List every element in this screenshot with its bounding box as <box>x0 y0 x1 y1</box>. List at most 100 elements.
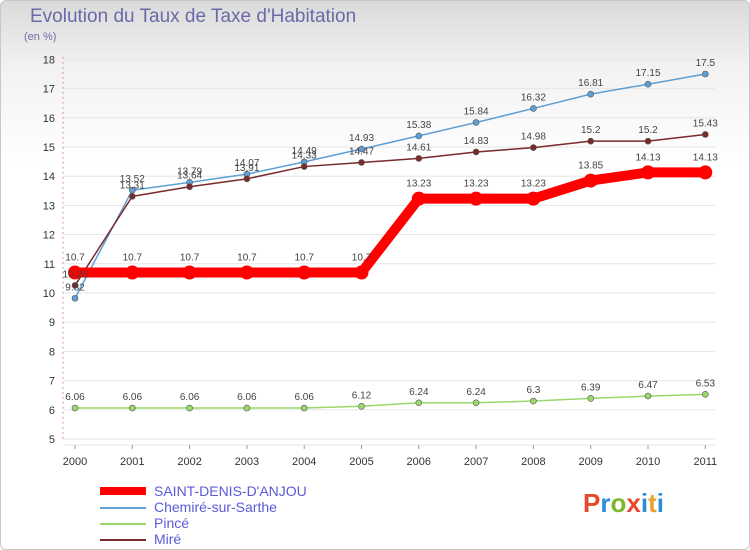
data-point <box>644 137 652 145</box>
data-point <box>472 399 480 407</box>
data-label: 6.06 <box>294 392 314 403</box>
data-label: 13.85 <box>578 161 603 172</box>
data-label: 10.26 <box>62 269 87 280</box>
data-point <box>186 183 193 191</box>
data-label: 17.15 <box>635 68 660 79</box>
data-label: 15.84 <box>464 106 489 117</box>
data-point <box>415 132 423 140</box>
data-label: 6.24 <box>466 387 486 398</box>
data-label: 10.7 <box>123 253 143 264</box>
data-point <box>125 265 140 280</box>
data-label: 16.81 <box>578 78 603 89</box>
data-point <box>587 137 595 145</box>
x-tick-label: 2011 <box>693 456 717 468</box>
data-point <box>243 404 251 412</box>
data-label: 13.91 <box>234 163 259 174</box>
data-label: 15.2 <box>638 125 658 136</box>
y-tick-label: 12 <box>43 230 55 242</box>
legend-swatch-chemire <box>100 507 146 509</box>
data-label: 16.32 <box>521 92 546 103</box>
proxiti-logo: Proxiti <box>583 488 664 518</box>
data-label: 6.12 <box>352 390 372 401</box>
data-label: 6.3 <box>526 385 540 396</box>
data-point <box>698 165 713 180</box>
data-point <box>71 282 79 289</box>
data-point <box>182 265 197 280</box>
y-tick-label: 8 <box>49 346 55 358</box>
legend-swatch-pince <box>100 523 146 525</box>
y-tick-label: 11 <box>44 259 55 271</box>
data-label: 14.07 <box>234 158 259 169</box>
data-point <box>526 191 541 206</box>
data-label: 14.13 <box>693 152 718 163</box>
data-label: 9.82 <box>65 282 85 293</box>
data-point <box>701 391 709 398</box>
x-tick-label: 2005 <box>349 456 373 468</box>
data-point <box>587 90 595 98</box>
legend-label-pince: Pincé <box>154 515 190 531</box>
data-point <box>129 404 136 412</box>
data-label: 13.79 <box>177 166 202 177</box>
data-point <box>701 131 709 138</box>
data-point <box>71 404 79 412</box>
y-tick-label: 10 <box>43 288 55 300</box>
series-line <box>74 393 707 409</box>
data-point <box>530 397 537 405</box>
data-point <box>358 159 365 166</box>
legend-swatch-mire <box>100 539 146 541</box>
series-line <box>74 73 707 300</box>
data-point <box>472 148 480 156</box>
y-tick-label: 9 <box>49 317 55 329</box>
data-point <box>186 404 193 412</box>
data-point <box>358 145 365 153</box>
data-label: 10.7 <box>294 253 314 264</box>
y-tick-label: 17 <box>43 84 55 96</box>
x-tick-label: 2006 <box>407 456 431 468</box>
data-label: 13.23 <box>464 179 489 190</box>
data-label: 14.33 <box>292 151 317 162</box>
y-tick-label: 15 <box>43 142 55 154</box>
legend-label-mire: Miré <box>154 531 182 547</box>
data-label: 6.06 <box>65 392 85 403</box>
data-label: 10.7 <box>237 253 257 264</box>
data-point <box>530 105 537 112</box>
data-label: 14.93 <box>349 133 374 144</box>
data-label: 10.7 <box>180 253 200 264</box>
data-label: 14.13 <box>635 152 660 163</box>
data-point <box>701 70 709 78</box>
x-tick-label: 2003 <box>235 456 259 468</box>
data-point <box>530 144 537 151</box>
data-point <box>68 265 82 280</box>
data-label: 14.47 <box>349 146 374 157</box>
y-tick-label: 14 <box>43 171 55 183</box>
data-point <box>472 119 480 126</box>
data-label: 14.83 <box>464 136 489 147</box>
x-tick-label: 2010 <box>636 456 660 468</box>
y-tick-label: 6 <box>49 405 55 417</box>
y-tick-label: 18 <box>43 54 55 66</box>
data-label: 15.2 <box>581 125 601 136</box>
data-point <box>71 294 79 302</box>
data-label: 6.06 <box>180 392 200 403</box>
y-tick-label: 5 <box>49 434 55 446</box>
data-point <box>587 395 595 402</box>
x-tick-label: 2007 <box>464 456 488 468</box>
data-label: 6.06 <box>237 392 257 403</box>
x-tick-label: 2002 <box>177 456 201 468</box>
data-point <box>354 265 369 280</box>
data-point <box>358 402 365 410</box>
x-tick-label: 2008 <box>521 456 545 468</box>
y-tick-label: 13 <box>43 200 55 212</box>
data-label: 15.43 <box>693 118 718 129</box>
data-point <box>644 392 652 400</box>
legend-label-chemire: Chemiré-sur-Sarthe <box>154 499 277 515</box>
data-label: 15.38 <box>406 120 431 131</box>
data-point <box>300 404 308 412</box>
y-tick-label: 7 <box>49 376 55 388</box>
data-label: 13.23 <box>521 179 546 190</box>
data-label: 6.06 <box>123 392 143 403</box>
series-line <box>74 133 707 287</box>
data-point <box>415 399 423 407</box>
data-label: 10.7 <box>65 253 85 264</box>
